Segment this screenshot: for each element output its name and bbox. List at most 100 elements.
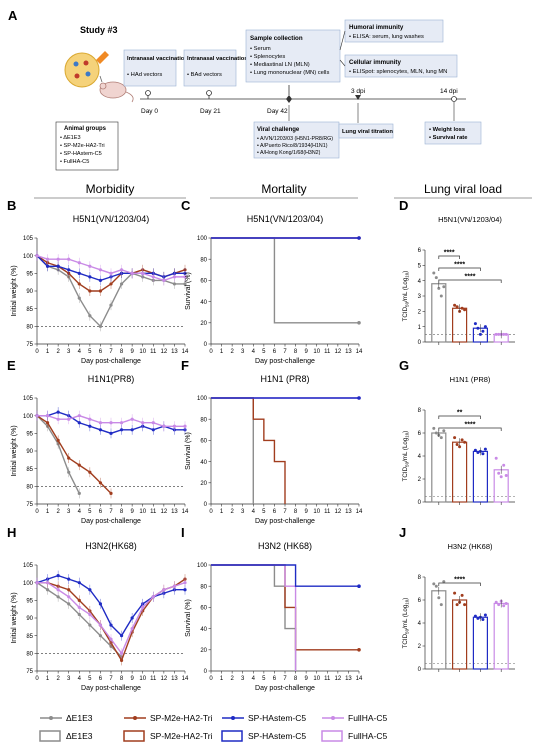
vacc1-title: Intranasal vaccination (127, 56, 188, 62)
data-point (442, 285, 446, 289)
x-tick-label: 4 (252, 676, 256, 682)
data-point (67, 470, 71, 474)
panel-h: H H3N2(HK68) 75 80 85 90 95 100 105 0 1 2 3 4 5 6 7 8 9 10 1… (7, 525, 189, 692)
x-tick-label: 2 (56, 676, 60, 682)
y-tick-label: 90 (26, 449, 33, 455)
x-tick-label: 11 (150, 676, 157, 682)
data-point (183, 588, 187, 592)
y-tick-label: 80 (26, 485, 33, 491)
x-axis-label: Day post-challenge (255, 685, 315, 692)
y-tick-label: 3 (418, 294, 422, 300)
bar (452, 307, 468, 343)
humoral-item: • ELISA: serum, lung washes (349, 34, 424, 40)
x-tick-label: 6 (273, 676, 277, 682)
x-tick-label: 3 (67, 349, 71, 355)
y-tick-label: 40 (200, 300, 207, 306)
data-point (453, 591, 457, 595)
data-point (88, 424, 92, 428)
data-point (483, 613, 487, 617)
x-tick-label: 5 (262, 676, 266, 682)
x-axis-label: Day post-challenge (255, 518, 315, 525)
x-tick-label: 12 (335, 676, 342, 682)
data-point (434, 584, 438, 588)
x-tick-label: 5 (88, 349, 92, 355)
legend-line-label: ΔE1E3 (66, 713, 93, 723)
x-tick-label: 14 (356, 509, 363, 515)
x-tick-label: 2 (56, 349, 60, 355)
data-point (455, 603, 459, 607)
data-point (499, 475, 503, 479)
chart-title: H3N2 (HK68) (447, 542, 493, 551)
data-point (98, 268, 103, 272)
animal-group-item: • FullHA-C5 (60, 159, 89, 165)
x-tick-label: 3 (241, 676, 245, 682)
data-point (473, 448, 477, 452)
header-mortality: Mortality (261, 182, 306, 196)
x-tick-label: 1 (220, 509, 224, 515)
x-tick-label: 6 (273, 509, 277, 515)
data-point (172, 424, 177, 428)
data-point (77, 271, 81, 275)
y-tick-label: 75 (26, 502, 33, 508)
data-point (473, 322, 477, 326)
x-tick-label: 10 (313, 676, 320, 682)
series-line (211, 397, 254, 504)
y-tick-label: 105 (23, 236, 34, 242)
animal-groups-title: Animal groups (64, 126, 107, 132)
significance-label: **** (454, 262, 465, 269)
series-line (36, 415, 112, 494)
x-tick-label: 1 (220, 349, 224, 355)
y-tick-label: 85 (26, 307, 33, 313)
legend: ΔE1E3 SP-M2e-HA2-Tri SP-HAstem-C5 FullHA-C5… (39, 713, 387, 742)
data-point (151, 275, 155, 279)
data-point (88, 289, 92, 293)
data-point (130, 271, 134, 275)
x-axis-label: Day post-challenge (81, 518, 141, 525)
x-tick-label: 11 (150, 509, 157, 515)
y-tick-label: 80 (26, 652, 33, 658)
data-point (455, 443, 459, 446)
series-line (36, 415, 80, 494)
data-point (67, 588, 71, 592)
y-tick-label: 6 (418, 598, 422, 604)
vacc2-title: Intranasal vaccination (187, 56, 248, 62)
x-axis-label: Day post-challenge (81, 358, 141, 365)
data-point (77, 463, 81, 467)
data-point (458, 445, 462, 449)
data-point (56, 257, 60, 261)
data-point (119, 268, 124, 272)
x-tick-label: 4 (78, 509, 82, 515)
data-point (88, 612, 92, 617)
x-tick-label: 7 (283, 349, 287, 355)
vacc1-item: • HAd vectors (127, 72, 162, 78)
legend-bar-label: ΔE1E3 (66, 731, 93, 741)
data-point (67, 602, 71, 606)
y-tick-label: 6 (418, 431, 422, 437)
y-tick-label: 5 (418, 264, 422, 270)
data-point (109, 271, 113, 275)
data-point (109, 491, 113, 495)
data-point (77, 296, 81, 300)
x-tick-label: 12 (161, 509, 168, 515)
data-point (35, 254, 39, 258)
x-tick-label: 8 (120, 676, 124, 682)
y-tick-label: 95 (26, 599, 33, 605)
titration-box (338, 123, 394, 139)
data-point (56, 417, 60, 421)
x-tick-label: 14 (182, 509, 189, 515)
header-lung-viral-load: Lung viral load (424, 182, 502, 196)
data-point (77, 581, 81, 585)
sample-item: • Mediastinal LN (MLN) (250, 62, 310, 68)
data-point (67, 268, 71, 272)
y-tick-label: 4 (418, 279, 422, 285)
bar (431, 590, 447, 670)
y-tick-label: 0 (204, 342, 208, 348)
data-point (56, 588, 60, 592)
x-tick-label: 5 (88, 676, 92, 682)
x-tick-label: 14 (182, 349, 189, 355)
x-tick-label: 9 (304, 676, 308, 682)
x-tick-label: 12 (161, 676, 168, 682)
legend-bar-swatch (39, 730, 61, 742)
panel-d: D H5N1(VN/1203/04) 0 1 2 3 4 5 6 TCID50/mL (Log10… (399, 198, 515, 346)
